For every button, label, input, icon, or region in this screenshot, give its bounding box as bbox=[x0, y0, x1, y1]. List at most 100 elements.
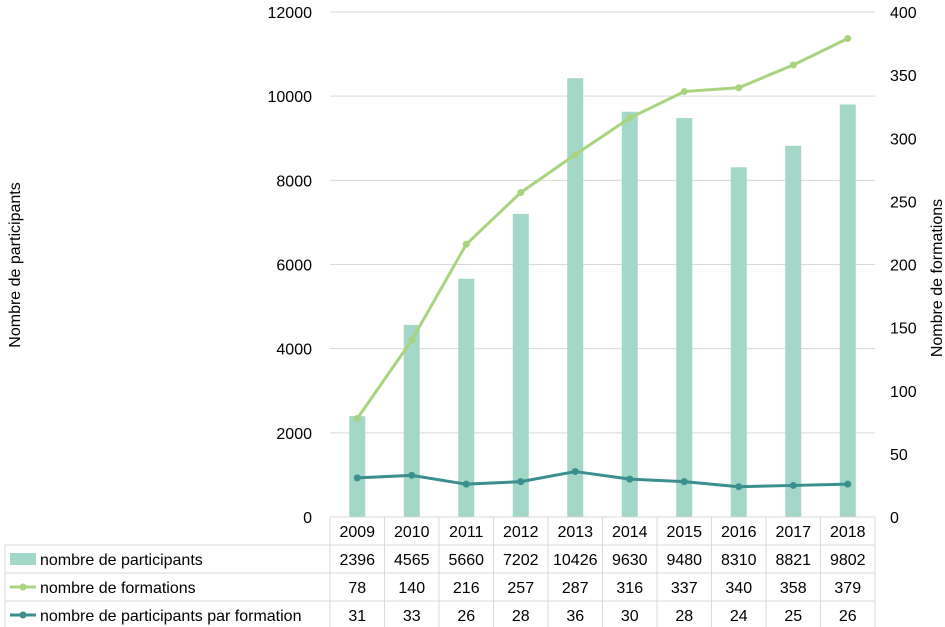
bar-series bbox=[349, 78, 856, 518]
point-participants-per-formation bbox=[735, 483, 743, 491]
category-label: 2014 bbox=[612, 524, 648, 541]
category-label: 2013 bbox=[557, 524, 593, 541]
right-tick-label: 100 bbox=[890, 384, 917, 401]
table-value: 5660 bbox=[448, 552, 484, 569]
table-value: 316 bbox=[616, 580, 643, 597]
line-formations bbox=[356, 37, 849, 420]
point-participants-per-formation bbox=[571, 468, 579, 476]
point-participants-per-formation bbox=[517, 478, 525, 486]
bar-participants bbox=[458, 278, 475, 517]
right-axis-ticks: 0 50 100 150 200 250 300 350 400 bbox=[890, 5, 917, 527]
table-value: 2396 bbox=[339, 552, 375, 569]
table-value: 257 bbox=[507, 580, 534, 597]
category-label: 2017 bbox=[775, 524, 811, 541]
table-value: 24 bbox=[730, 608, 748, 625]
category-label: 2015 bbox=[666, 524, 702, 541]
point-formations bbox=[789, 61, 797, 69]
point-formations bbox=[517, 189, 525, 197]
bar-participants bbox=[567, 78, 584, 517]
point-formations bbox=[408, 336, 416, 344]
point-participants-per-formation bbox=[626, 475, 634, 483]
point-participants-per-formation bbox=[680, 478, 688, 486]
table-value: 9802 bbox=[830, 552, 866, 569]
point-participants-per-formation bbox=[462, 480, 470, 488]
category-label: 2009 bbox=[339, 524, 375, 541]
table-value: 4565 bbox=[394, 552, 430, 569]
table-value: 337 bbox=[671, 580, 698, 597]
category-label: 2012 bbox=[503, 524, 539, 541]
point-formations bbox=[735, 84, 743, 92]
data-table: 2009 2010 2011 2012 2013 2014 2015 2016 2017 2018… bbox=[4, 516, 876, 627]
table-value: 28 bbox=[675, 608, 693, 625]
left-tick-label: 8000 bbox=[276, 173, 312, 190]
table-value: 140 bbox=[398, 580, 425, 597]
bar-participants bbox=[512, 213, 529, 517]
point-formations bbox=[462, 240, 470, 248]
line-series bbox=[353, 35, 852, 491]
table-value: 28 bbox=[512, 608, 530, 625]
table-value: 36 bbox=[566, 608, 584, 625]
table-value: 358 bbox=[780, 580, 807, 597]
point-participants-per-formation bbox=[408, 471, 416, 479]
bar-participants bbox=[403, 324, 420, 517]
legend-label: nombre de participants par formation bbox=[40, 608, 301, 625]
table-value: 8310 bbox=[721, 552, 757, 569]
point-formations bbox=[571, 151, 579, 159]
table-value: 379 bbox=[834, 580, 861, 597]
right-tick-label: 50 bbox=[890, 447, 908, 464]
point-formations bbox=[626, 114, 634, 122]
right-tick-label: 350 bbox=[890, 68, 917, 85]
left-axis-title: Nombre de participants bbox=[7, 182, 24, 347]
category-label: 2018 bbox=[830, 524, 866, 541]
table-value: 26 bbox=[839, 608, 857, 625]
point-formations bbox=[844, 35, 852, 43]
table-value: 78 bbox=[348, 580, 366, 597]
table-value: 340 bbox=[725, 580, 752, 597]
right-tick-label: 150 bbox=[890, 321, 917, 338]
right-tick-label: 400 bbox=[890, 5, 917, 22]
table-value: 25 bbox=[784, 608, 802, 625]
bar-participants bbox=[785, 145, 802, 518]
right-tick-label: 0 bbox=[890, 510, 899, 527]
table-value: 287 bbox=[562, 580, 589, 597]
legend-label: nombre de participants bbox=[40, 552, 203, 569]
left-tick-label: 0 bbox=[303, 510, 312, 527]
right-tick-label: 250 bbox=[890, 194, 917, 211]
point-formations bbox=[680, 88, 688, 96]
table-value: 10426 bbox=[553, 552, 598, 569]
point-participants-per-formation bbox=[353, 474, 361, 482]
point-formations bbox=[353, 415, 361, 423]
right-tick-label: 200 bbox=[890, 258, 917, 275]
legend-key-participants bbox=[10, 553, 36, 565]
right-tick-label: 300 bbox=[890, 131, 917, 148]
left-tick-label: 12000 bbox=[268, 5, 313, 22]
bar-participants bbox=[349, 416, 366, 517]
table-value: 216 bbox=[453, 580, 480, 597]
category-label: 2011 bbox=[449, 524, 484, 541]
left-tick-label: 6000 bbox=[276, 258, 312, 275]
line-participants-per-formation bbox=[357, 470, 848, 489]
left-tick-label: 10000 bbox=[268, 89, 313, 106]
table-value: 31 bbox=[348, 608, 366, 625]
left-tick-label: 4000 bbox=[276, 342, 312, 359]
table-value: 33 bbox=[403, 608, 421, 625]
category-label: 2016 bbox=[721, 524, 757, 541]
legend-key-marker bbox=[19, 611, 27, 619]
bar-participants bbox=[621, 111, 638, 518]
legend-label: nombre de formations bbox=[40, 580, 196, 597]
table-value: 9480 bbox=[666, 552, 702, 569]
legend-key-marker bbox=[19, 583, 27, 591]
bar-participants bbox=[839, 104, 856, 517]
table-value: 8821 bbox=[775, 552, 811, 569]
point-participants-per-formation bbox=[844, 480, 852, 488]
category-label: 2010 bbox=[394, 524, 430, 541]
left-tick-label: 2000 bbox=[276, 426, 312, 443]
bar-participants bbox=[676, 118, 693, 518]
point-participants-per-formation bbox=[789, 481, 797, 489]
left-axis-ticks: 0 2000 4000 6000 8000 10000 12000 bbox=[268, 5, 313, 527]
table-value: 9630 bbox=[612, 552, 648, 569]
table-value: 30 bbox=[621, 608, 639, 625]
gridlines bbox=[330, 11, 875, 518]
